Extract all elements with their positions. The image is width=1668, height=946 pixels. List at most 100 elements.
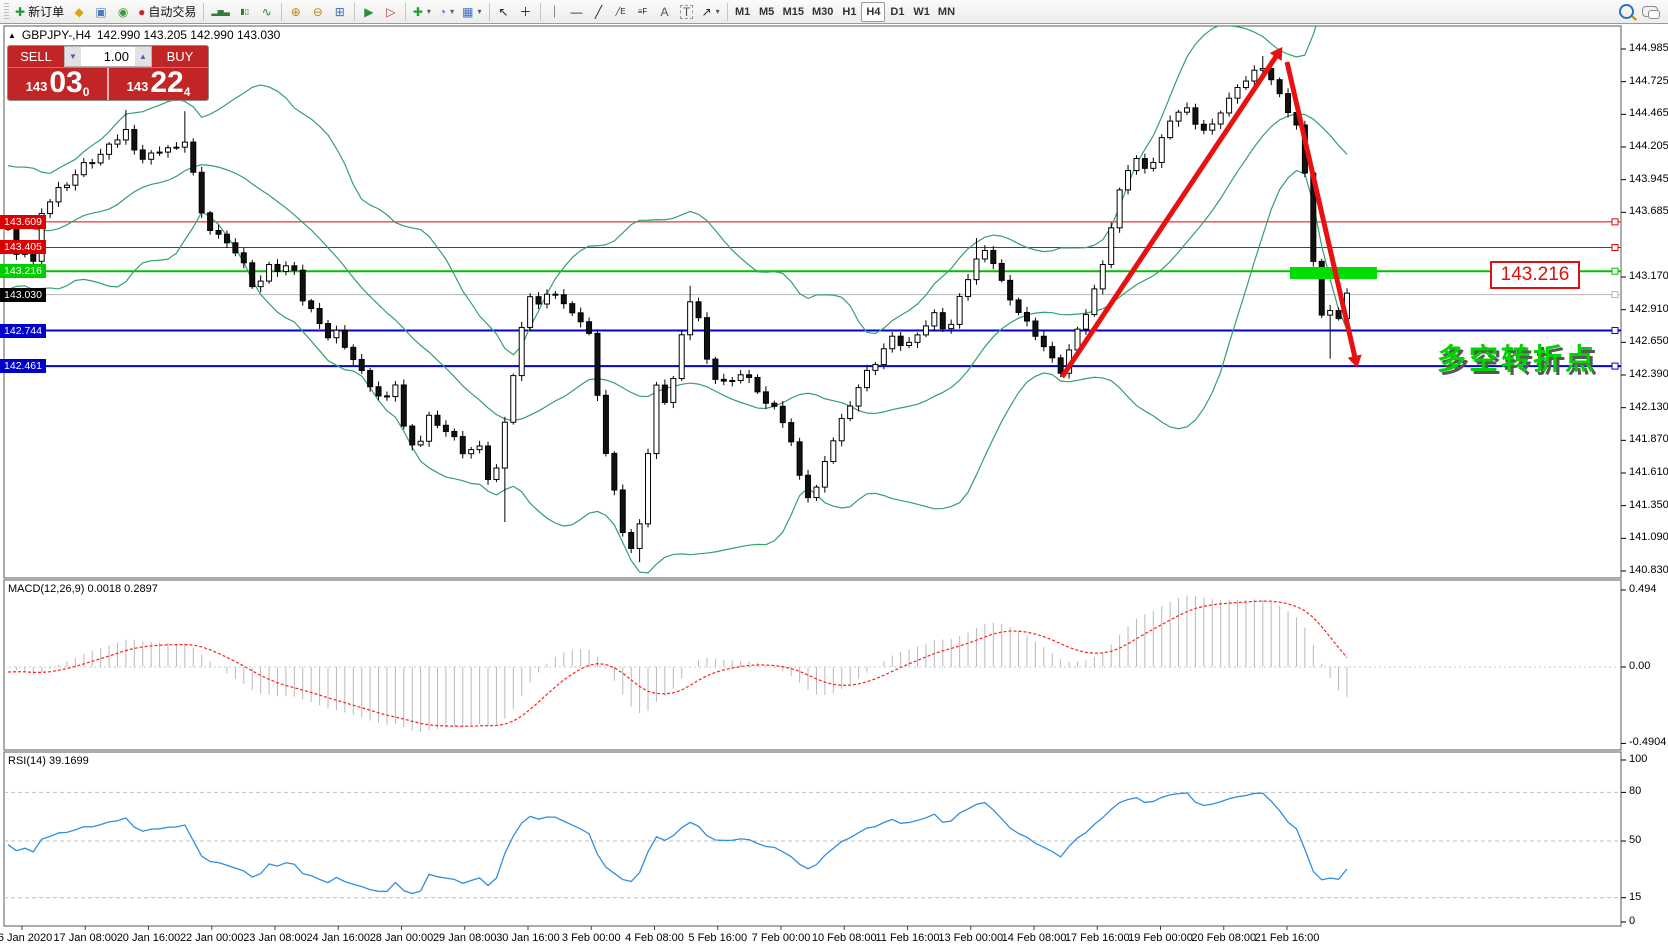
timeframe-h1[interactable]: H1 xyxy=(842,5,857,18)
trendline-button[interactable]: ╱ xyxy=(589,2,609,22)
crosshair-button[interactable]: ＋ xyxy=(516,2,536,22)
chart-canvas[interactable] xyxy=(0,24,1668,946)
bollinger-upper-band[interactable] xyxy=(7,24,1347,356)
up-trend-arrow[interactable] xyxy=(1059,50,1282,379)
text-label-button[interactable]: T xyxy=(677,2,697,22)
sell-price[interactable]: 143 03 0 xyxy=(8,68,109,100)
bear-candle xyxy=(308,300,315,310)
bear-candle xyxy=(746,374,753,378)
templates-button[interactable]: ▦ ▾ xyxy=(459,2,484,22)
macd-label: MACD(12,26,9) 0.0018 0.2897 xyxy=(8,583,158,595)
price-tick-label: 143.170 xyxy=(1629,270,1668,283)
bull-candle xyxy=(106,143,113,155)
level-line-handle[interactable] xyxy=(1611,218,1619,226)
auto-scroll-button[interactable]: ▶ xyxy=(359,2,379,22)
macd-pane[interactable] xyxy=(4,595,1621,733)
buy-button[interactable]: BUY xyxy=(152,46,208,67)
toolbar-separator xyxy=(488,2,490,21)
date-tick-label: 30 Jan 16:00 xyxy=(496,932,560,944)
bear-candle xyxy=(703,317,710,360)
market-watch-button[interactable]: ◆ xyxy=(69,2,89,22)
auto-trading-button[interactable]: ● 自动交易 xyxy=(135,2,199,22)
bull-candle xyxy=(965,279,972,297)
turning-point-annotation[interactable]: 多空转折点 xyxy=(1437,344,1598,376)
candlestick-chart-button[interactable]: ▮▯ xyxy=(235,2,255,22)
level-line-handle[interactable] xyxy=(1611,327,1619,335)
bear-candle xyxy=(291,265,298,271)
text-label-icon: T xyxy=(679,4,694,19)
rsi-tick-label: 15 xyxy=(1629,890,1642,903)
level-line-handle[interactable] xyxy=(1611,362,1619,370)
collapse-triangle-icon[interactable]: ▲ xyxy=(8,30,16,40)
timeframe-m5[interactable]: M5 xyxy=(758,5,775,18)
volume-decrease-button[interactable]: ▼ xyxy=(65,47,81,66)
timeframe-h4[interactable]: H4 xyxy=(861,1,886,22)
main-pane[interactable] xyxy=(4,24,1621,574)
level-line-handle[interactable] xyxy=(1611,291,1619,299)
toolbar-separator xyxy=(203,2,205,21)
cursor-button[interactable]: ↖ xyxy=(494,2,514,22)
macd-tick-label: 0.00 xyxy=(1629,660,1651,672)
search-button[interactable] xyxy=(1616,2,1637,22)
timeframe-m1[interactable]: M1 xyxy=(734,5,751,18)
bull-candle xyxy=(737,374,744,381)
auto-scroll-icon: ▶ xyxy=(364,4,374,19)
symbol-name: GBPJPY-,H4 xyxy=(21,28,91,42)
down-trend-arrow[interactable] xyxy=(1284,61,1359,363)
timeframe-d1[interactable]: D1 xyxy=(890,5,905,18)
chart-shift-button[interactable]: ▷ xyxy=(381,2,401,22)
arrows-icon: ↗ xyxy=(701,4,712,19)
bull-candle xyxy=(1133,158,1140,172)
timeframe-m15[interactable]: M15 xyxy=(782,5,804,18)
level-line-handle[interactable] xyxy=(1611,267,1619,275)
symbol-header: ▲ GBPJPY-,H4 142.990 143.205 142.990 143… xyxy=(8,28,280,42)
buy-price[interactable]: 143 22 4 xyxy=(126,66,191,99)
date-tick-label: 21 Feb 16:00 xyxy=(1254,932,1320,944)
bear-candle xyxy=(1141,158,1148,169)
bull-candle xyxy=(114,139,121,145)
bull-candle xyxy=(889,335,896,350)
bollinger-middle-band[interactable] xyxy=(7,113,1348,422)
bar-chart-button[interactable]: ▂▅▃ xyxy=(208,2,232,22)
date-tick-label: 29 Jan 08:00 xyxy=(432,932,497,944)
bollinger-lower-band[interactable] xyxy=(7,169,1348,574)
chat-button[interactable] xyxy=(1639,2,1661,22)
level-line-handle[interactable] xyxy=(1611,243,1619,251)
timeframe-w1[interactable]: W1 xyxy=(913,5,930,18)
horizontal-line-button[interactable]: — xyxy=(567,2,587,22)
zoom-in-button[interactable]: ⊕ xyxy=(286,2,306,22)
toolbar-drag-handle[interactable] xyxy=(4,2,9,21)
new-order-button[interactable]: ✚ 新订单 xyxy=(12,2,67,22)
bear-candle xyxy=(240,252,247,264)
timeframe-mn[interactable]: MN xyxy=(937,5,956,18)
tile-windows-button[interactable]: ⊞ xyxy=(330,2,350,22)
navigator-button[interactable]: ◉ xyxy=(113,2,133,22)
timeframe-m30[interactable]: M30 xyxy=(812,5,834,18)
bear-candle xyxy=(569,303,576,314)
sell-button[interactable]: SELL xyxy=(8,46,64,67)
line-chart-button[interactable]: ∿ xyxy=(257,2,277,22)
equidistant-channel-button[interactable]: ╱E xyxy=(611,2,631,22)
fibonacci-button[interactable]: ≡F xyxy=(633,2,653,22)
bull-candle xyxy=(956,295,963,325)
bull-candle xyxy=(156,151,163,154)
bear-candle xyxy=(190,141,197,173)
chart-area[interactable]: ▲ GBPJPY-,H4 142.990 143.205 142.990 143… xyxy=(0,24,1668,946)
rsi-pane[interactable] xyxy=(4,791,1621,899)
zoom-out-button[interactable]: ⊖ xyxy=(308,2,328,22)
periods-button[interactable]: ◔ ▾ xyxy=(436,2,457,22)
cursor-icon: ↖ xyxy=(498,4,509,19)
indicators-button[interactable]: ✚ ▾ xyxy=(410,2,434,22)
data-window-button[interactable]: ▣ xyxy=(91,2,111,22)
volume-input[interactable]: 1.00 xyxy=(81,47,135,66)
arrows-button[interactable]: ↗ ▾ xyxy=(699,2,723,22)
bull-candle xyxy=(55,187,62,203)
volume-increase-button[interactable]: ▲ xyxy=(135,47,151,66)
one-click-trading-panel: SELL ▼ 1.00 ▲ BUY 143 03 0 143 22 4 xyxy=(7,45,209,101)
vertical-line-button[interactable]: ｜ xyxy=(545,2,565,22)
rsi-tick-label: 0 xyxy=(1629,915,1636,927)
price-tick-label: 141.350 xyxy=(1629,498,1668,511)
text-button[interactable]: A xyxy=(655,2,675,22)
price-flag-label[interactable]: 143.216 xyxy=(1490,261,1580,289)
